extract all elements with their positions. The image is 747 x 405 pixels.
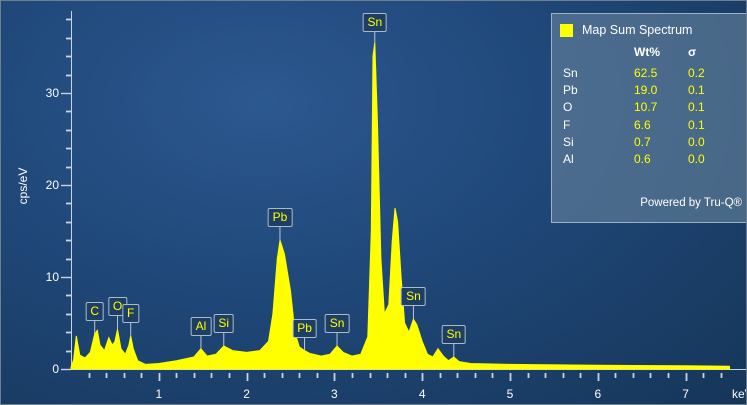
y-tick-label: 20 (46, 178, 60, 192)
result-row: Al 0.6 0.0 (552, 152, 746, 169)
element-name: Al (563, 152, 574, 166)
peak-label-sn: Sn (324, 314, 350, 333)
weight-percent: 0.6 (634, 152, 651, 166)
sigma-value: 0.0 (688, 152, 705, 166)
column-header-wt: Wt% (634, 45, 660, 59)
sigma-value: 0.1 (688, 100, 705, 115)
peak-label-f: F (122, 303, 140, 323)
result-row: Si 0.7 0.0 (552, 134, 746, 152)
result-row: F 6.6 0.1 (552, 117, 746, 135)
results-legend: Map Sum Spectrum Wt% σ Sn 62.5 0.2 Pb 19.0 0.… (551, 13, 746, 223)
peak-label-al: Al (190, 316, 212, 336)
result-row: Sn 62.5 0.2 (552, 66, 746, 83)
column-header-sigma: σ (688, 45, 697, 59)
x-tick-label: 2 (243, 387, 250, 401)
peak-label-sn: Sn (401, 287, 426, 307)
x-axis-label: keV (732, 387, 746, 401)
peak-label-si: Si (213, 314, 235, 333)
weight-percent: 19.0 (634, 83, 658, 98)
y-tick-label: 30 (46, 86, 60, 100)
sigma-value: 0.2 (688, 66, 705, 80)
peak-label-c: C (85, 302, 105, 322)
x-tick-label: 6 (594, 387, 601, 401)
element-name: F (563, 117, 571, 132)
peak-label-pb: Pb (267, 208, 293, 228)
element-name: O (563, 100, 573, 115)
tick-labels: 0 10 20 30 1 2 3 4 5 6 7 keV cps/eV (16, 86, 746, 401)
result-row: O 10.7 0.1 (552, 100, 746, 117)
x-tick-label: 4 (419, 387, 426, 401)
spectrum-area (70, 42, 730, 370)
result-row: Pb 19.0 0.1 (552, 83, 746, 100)
y-axis-label: cps/eV (16, 168, 30, 205)
sigma-value: 0.0 (688, 134, 705, 149)
peak-label-sn: Sn (441, 325, 467, 345)
y-tick-label: 0 (52, 362, 59, 376)
element-name: Pb (563, 83, 578, 98)
element-name: Sn (563, 66, 578, 80)
weight-percent: 6.6 (634, 117, 651, 132)
spectrum-series (70, 42, 730, 370)
legend-title: Map Sum Spectrum (582, 23, 693, 37)
weight-percent: 0.7 (634, 134, 651, 149)
peak-label-sn: Sn (362, 13, 388, 32)
x-tick-label: 7 (682, 387, 689, 401)
sigma-value: 0.1 (688, 83, 705, 98)
powered-by-text: Powered by Tru-Q® (640, 197, 742, 209)
sigma-value: 0.1 (688, 117, 705, 132)
x-tick-label: 1 (155, 387, 162, 401)
weight-percent: 10.7 (634, 100, 658, 115)
x-tick-label: 3 (331, 387, 338, 401)
y-tick-label: 10 (46, 270, 60, 284)
peak-label-pb: Pb (292, 318, 317, 338)
x-tick-label: 5 (507, 387, 514, 401)
element-name: Si (563, 134, 574, 149)
weight-percent: 62.5 (634, 66, 658, 80)
series-swatch (560, 24, 573, 37)
